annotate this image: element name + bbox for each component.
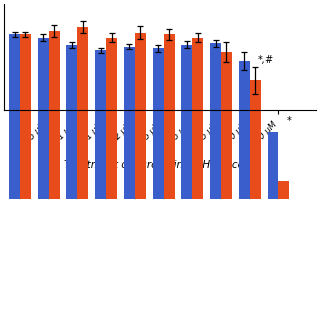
- Text: *: *: [286, 116, 291, 125]
- Bar: [135, 33, 146, 199]
- Bar: [67, 45, 77, 199]
- Bar: [77, 27, 88, 199]
- Bar: [239, 61, 250, 199]
- Bar: [192, 38, 203, 199]
- Bar: [49, 31, 60, 199]
- X-axis label: Treatment of curcumin  in HeLa cells: Treatment of curcumin in HeLa cells: [64, 160, 256, 170]
- Bar: [181, 45, 192, 199]
- Bar: [210, 43, 221, 199]
- Bar: [164, 34, 174, 199]
- Bar: [250, 80, 261, 199]
- Bar: [268, 132, 278, 199]
- Bar: [221, 52, 232, 199]
- Bar: [153, 48, 164, 199]
- Bar: [20, 34, 31, 199]
- Bar: [124, 47, 135, 199]
- Bar: [95, 50, 106, 199]
- Bar: [38, 38, 49, 199]
- Bar: [9, 34, 20, 199]
- Text: *,#: *,#: [258, 55, 274, 65]
- Bar: [106, 38, 117, 199]
- Bar: [278, 181, 289, 199]
